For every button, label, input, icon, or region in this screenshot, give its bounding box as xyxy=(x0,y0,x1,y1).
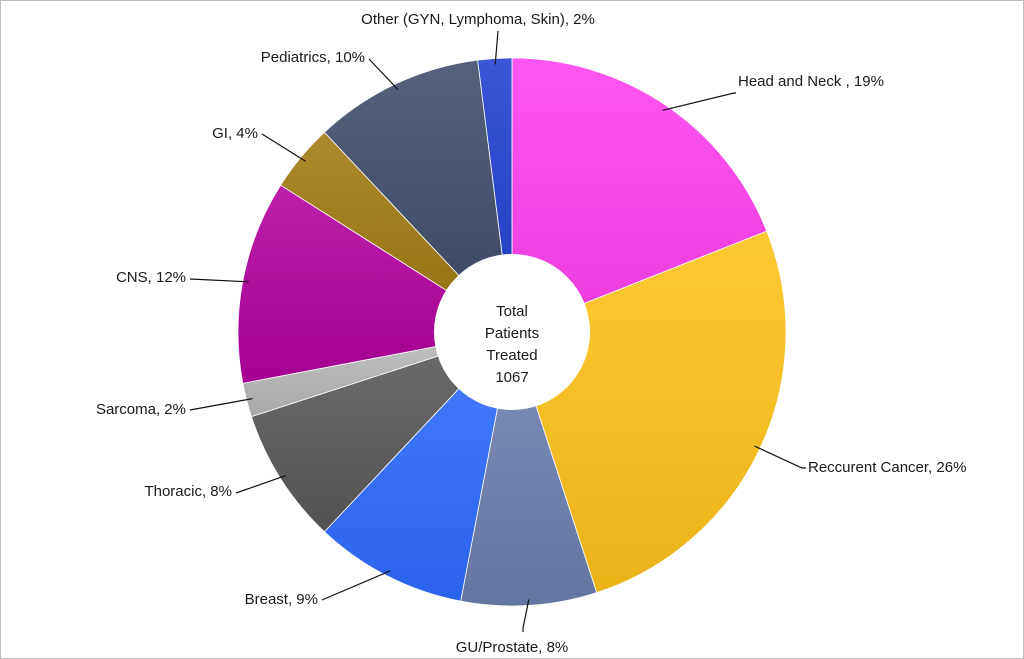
center-label-line-3: Treated xyxy=(486,347,537,364)
leader-line-8 xyxy=(368,58,399,90)
center-label-line-1: Total xyxy=(496,303,528,320)
center-label-line-4: 1067 xyxy=(495,369,528,386)
pie-slice-4 xyxy=(250,331,513,533)
slice-label-0: Head and Neck , 19% xyxy=(738,73,884,90)
leader-line-6 xyxy=(189,278,249,283)
pie-slices xyxy=(237,57,787,607)
leader-line-9 xyxy=(494,30,499,65)
slice-label-9: Other (GYN, Lymphoma, Skin), 2% xyxy=(361,11,595,28)
leader-line-7 xyxy=(261,133,306,162)
pie-slice-3 xyxy=(323,330,513,602)
leader-lines xyxy=(189,30,806,632)
center-label-line-2: Patients xyxy=(485,325,539,342)
slice-label-6: CNS, 12% xyxy=(116,269,186,286)
leader-line-5 xyxy=(189,398,253,411)
slice-label-7: GI, 4% xyxy=(212,125,258,142)
leader-line-4 xyxy=(235,475,286,494)
slice-label-2: GU/Prostate, 8% xyxy=(456,639,569,656)
leader-line-3 xyxy=(321,570,391,601)
slice-label-4: Thoracic, 8% xyxy=(144,483,232,500)
leader-line-1 xyxy=(754,445,806,469)
slice-label-8: Pediatrics, 10% xyxy=(261,49,365,66)
slice-label-1: Reccurent Cancer, 26% xyxy=(808,459,966,476)
slice-label-5: Sarcoma, 2% xyxy=(96,401,186,418)
pie-slice-2 xyxy=(460,331,598,607)
pie-slice-8 xyxy=(323,59,513,334)
leader-line-2 xyxy=(522,599,530,632)
slice-label-3: Breast, 9% xyxy=(245,591,318,608)
leader-line-0 xyxy=(662,92,736,111)
center-hole xyxy=(434,254,590,410)
slice-labels: Head and Neck , 19% Reccurent Cancer, 26%… xyxy=(96,11,966,656)
pie-slice-0 xyxy=(511,57,768,333)
